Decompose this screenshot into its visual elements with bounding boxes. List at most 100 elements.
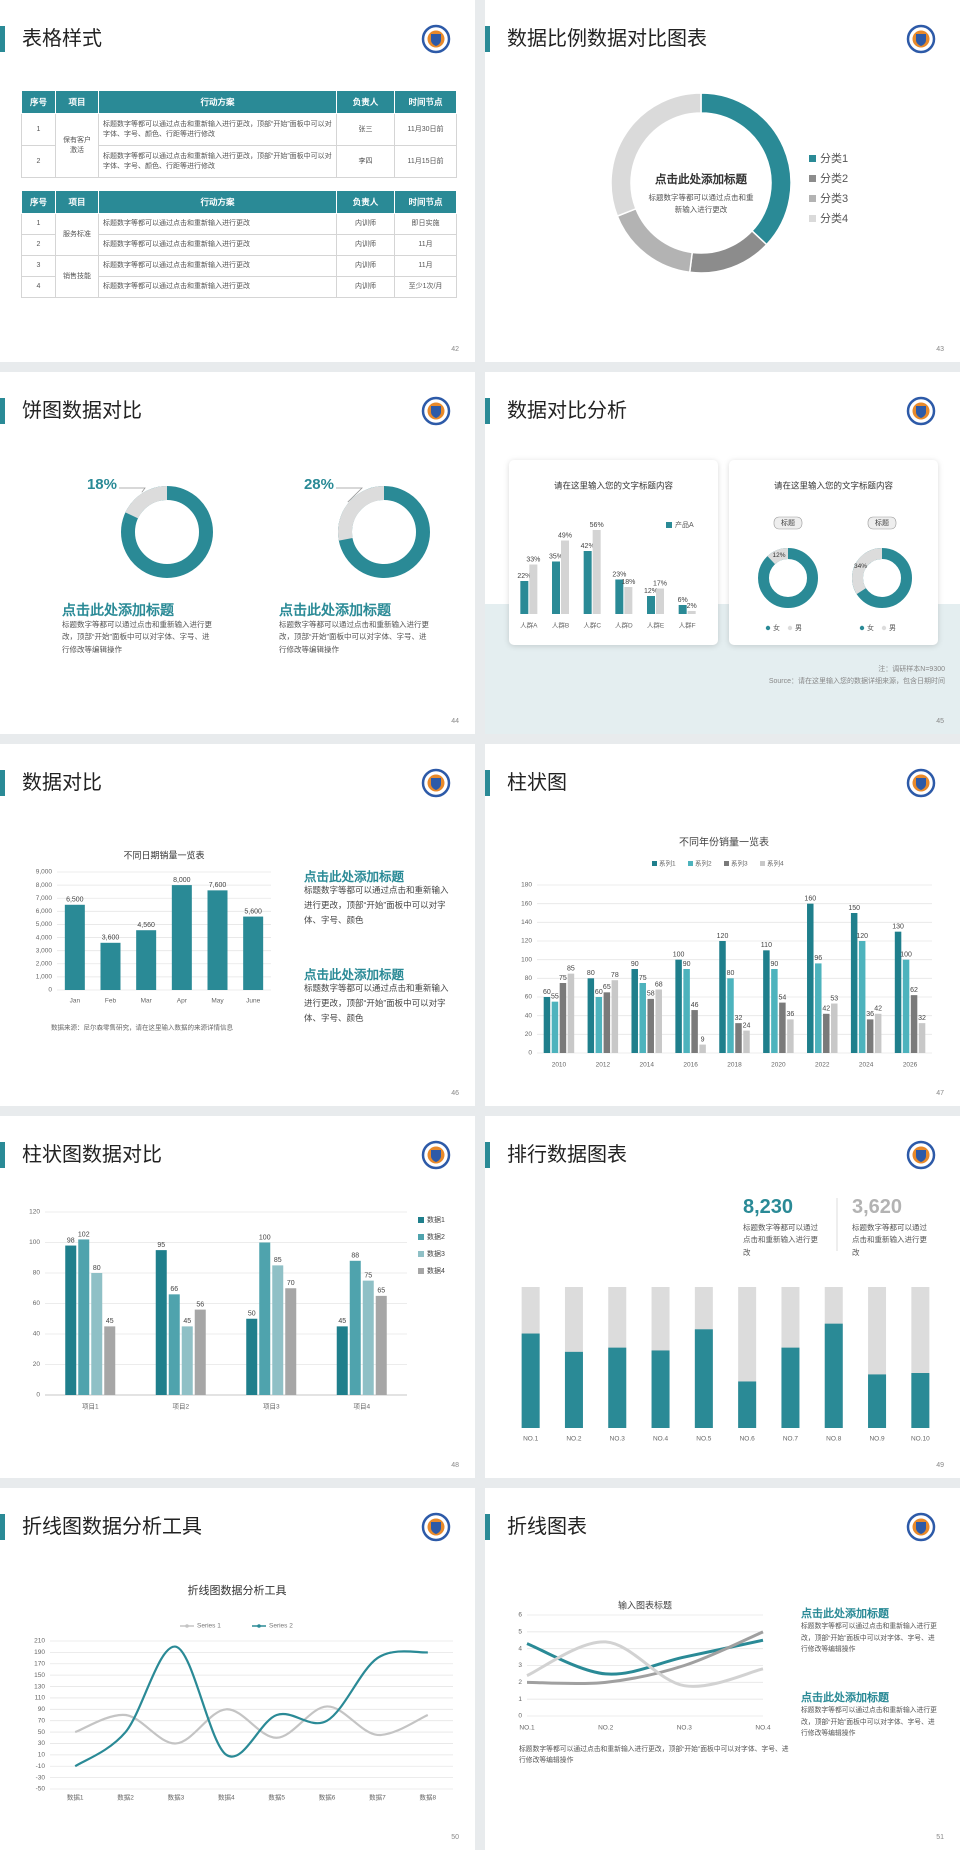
chart-title: 不同年份销量一览表 [679,836,769,849]
bar [543,997,551,1053]
value-label: 62 [910,987,918,994]
slide: 点击此处添加标题 分类1 分类2 分类3 分类4 数据比例数据对比图表 43 标题数字等都可以… [485,0,960,362]
heading: 点击此处添加标题 [279,602,391,618]
table-row: 4 标题数字等都可以通过点击和重新输入进行更改 内训师 至少1次/月 [21,276,457,298]
legend-label: 女 [773,623,780,632]
y-tick-label: -50 [36,1786,46,1793]
cell: 3 [21,255,56,277]
value-label: 2% [687,603,697,610]
value-label: 90 [683,961,691,968]
bar [608,1347,627,1428]
bar [611,980,619,1053]
x-tick-label: 数据4 [218,1793,235,1802]
cell: 内训师 [336,234,395,256]
bar [651,1350,670,1428]
legend-swatch [652,861,657,866]
value-label: 4,560 [137,922,155,929]
bar [272,1265,284,1395]
source-note: 数据来源：尼尔森零售研究，请在这里输入数据的来源详情信息 [51,1023,234,1032]
y-tick-label: 9,000 [36,869,53,876]
legend-swatch [809,195,816,202]
title-accent [485,26,490,52]
header-cell: 序号 [21,90,56,114]
y-tick-label: 60 [33,1300,41,1307]
bar [521,1333,540,1428]
table-row: 2 标题数字等都可以通过点击和重新输入进行更改，顶部“开始”面板中可以对字体、字号… [21,145,457,178]
y-tick-label: 6,000 [36,908,53,915]
donut-value-label: 34% [854,563,867,570]
legend-dot [787,625,793,631]
slide: NO.1 NO.2 NO.3 NO.4 NO.5 NO.6 NO.7 NO.8 NO.9 NO.1… [485,1116,960,1478]
legend-swatch [688,861,693,866]
paragraph: 标题数字等都可以通过点击和重新输入进行更改，顶部“开始”面板中可以对字体、字号、… [304,885,449,925]
donut-slice [767,548,788,565]
cell: 11月 [394,234,457,256]
y-tick-label: 2 [518,1679,522,1686]
x-tick-label: NO.6 [740,1436,756,1443]
bar [624,587,633,614]
y-tick-label: 3,000 [36,947,53,954]
value-label: 90 [631,961,639,968]
cell: 4 [21,276,56,298]
paragraph: 标题数字等都可以通过点击和重新输入进行更改，顶部“开始”面板中可以对字体、字号、… [279,620,429,654]
bar [687,611,696,614]
plan-cell: 标题数字等都可以通过点击和重新输入进行更改，顶部“开始”面板中可以对字体、字号、… [98,113,337,146]
value-label: 75 [559,975,567,982]
title-accent [0,26,5,52]
leader-line [336,487,363,503]
slide-title: 折线图数据分析工具 [22,1516,202,1538]
x-tick-label: NO.1 [523,1436,539,1443]
bar [771,969,778,1053]
value-label: 75 [364,1272,372,1279]
note: 注：调研样本N=9300 [878,664,945,673]
y-tick-label: 100 [521,956,532,963]
y-tick-label: 1 [518,1696,522,1703]
y-tick-label: 100 [29,1239,40,1246]
value-label: 100 [259,1234,271,1241]
value-label: 85 [274,1257,282,1264]
value-label: 85 [567,966,575,973]
x-tick-label: 项目4 [353,1403,370,1411]
donut-slice [852,548,882,595]
y-tick-label: 20 [525,1031,533,1038]
bar [735,1023,742,1053]
slide-title: 数据对比分析 [507,400,627,422]
x-tick-label: NO.1 [519,1725,535,1732]
slide-title: 数据对比 [22,772,102,794]
donut-value-label: 12% [772,552,785,559]
x-tick-label: NO.7 [783,1436,799,1443]
x-tick-label: NO.3 [610,1436,626,1443]
logo-shield [431,778,441,790]
bar [866,1019,874,1053]
value-label: 42 [822,1006,830,1013]
page-number: 43 [936,346,944,353]
y-tick-label: 140 [521,919,532,926]
y-tick-label: 170 [34,1660,45,1667]
bar [807,903,814,1053]
legend-swatch [418,1217,424,1223]
heading: 点击此处添加标题 [62,602,174,618]
bar [362,1280,374,1395]
x-tick-label: 人群A [520,621,538,630]
bar [639,983,646,1053]
leader-line [119,487,146,493]
value-label: 45 [183,1318,191,1325]
bar [168,1294,180,1395]
value-label: 98 [67,1237,75,1244]
bar [743,1030,750,1053]
x-tick-label: 2018 [727,1062,742,1069]
y-tick-label: 0 [48,987,52,994]
bar [678,605,687,614]
page-number: 51 [936,1834,944,1841]
value-label: 42 [874,1006,882,1013]
value-label: 17% [653,580,667,587]
bar [567,973,575,1053]
legend-label: 数据3 [427,1249,445,1258]
donut-slice [700,92,792,246]
paragraph: 标题数字等都可以通过点击和重新输入进行更改，顶部“开始”面板中可以对字体、字号、… [801,1623,937,1654]
value-label: 100 [673,952,685,959]
slide: 折线图数据分析工具 Series 1 Series 2 -50 -30 -10 10 30 50… [0,1488,475,1850]
x-tick-label: Mar [141,998,153,1005]
legend-swatch [418,1251,424,1257]
page-number: 50 [451,1834,459,1841]
